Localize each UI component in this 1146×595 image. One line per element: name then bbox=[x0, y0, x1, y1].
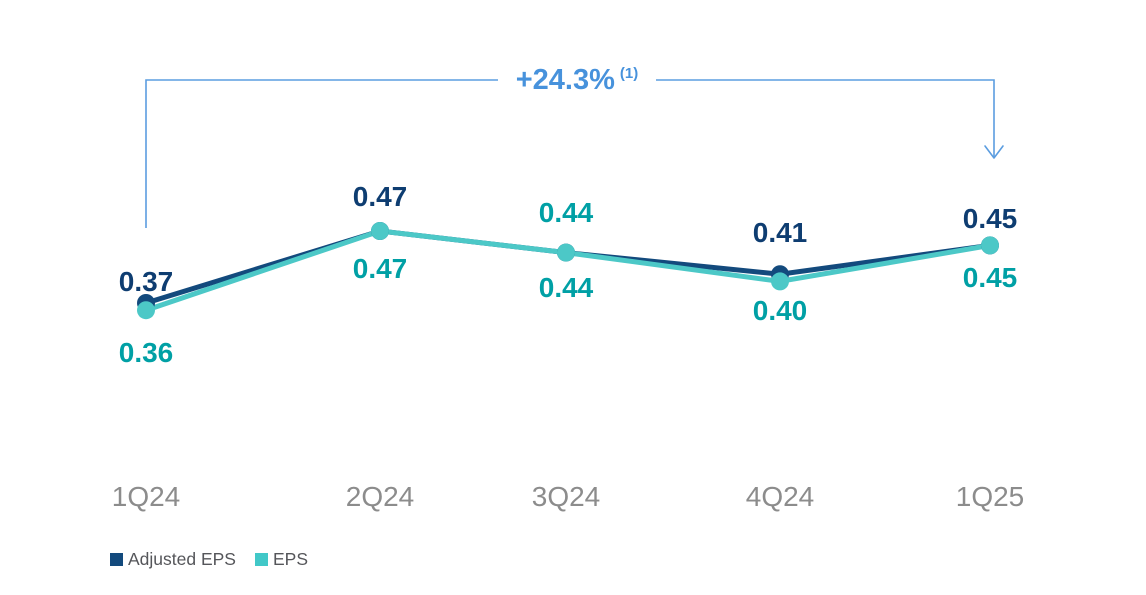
legend-item-eps: EPS bbox=[254, 549, 309, 570]
legend-label-adjusted-eps: Adjusted EPS bbox=[128, 549, 236, 569]
data-label-top: 0.47 bbox=[353, 181, 408, 212]
data-point-eps bbox=[557, 243, 575, 262]
x-axis-label: 4Q24 bbox=[746, 481, 815, 512]
legend: Adjusted EPS EPS bbox=[110, 549, 308, 570]
data-label-bottom: 0.36 bbox=[119, 337, 174, 368]
data-label-bottom: 0.45 bbox=[963, 262, 1018, 293]
data-label-bottom: 0.40 bbox=[753, 295, 808, 326]
data-label-top: 0.41 bbox=[753, 217, 808, 248]
data-label-bottom: 0.47 bbox=[353, 253, 408, 284]
footnote-marker-icon: (1) bbox=[619, 65, 639, 83]
bracket-right-line bbox=[656, 79, 995, 158]
data-label-top: 0.37 bbox=[119, 266, 174, 297]
x-axis-label: 1Q25 bbox=[956, 481, 1025, 512]
data-point-eps bbox=[137, 301, 155, 320]
x-axis-label: 3Q24 bbox=[532, 481, 601, 512]
bracket-left-line bbox=[145, 79, 498, 228]
data-point-eps bbox=[771, 272, 789, 291]
data-label-top: 0.44 bbox=[539, 197, 594, 228]
data-label-bottom: 0.44 bbox=[539, 272, 594, 303]
growth-annotation: +24.3% (1) bbox=[516, 66, 639, 95]
data-point-eps bbox=[371, 222, 389, 240]
legend-label-eps: EPS bbox=[272, 549, 309, 569]
growth-value: +24.3% bbox=[515, 64, 615, 96]
x-axis-label: 2Q24 bbox=[346, 481, 415, 512]
eps-swatch-icon bbox=[254, 553, 268, 566]
data-label-top: 0.45 bbox=[963, 203, 1018, 234]
data-point-eps bbox=[981, 236, 999, 255]
adjusted-eps-swatch-icon bbox=[110, 553, 123, 566]
x-axis-label: 1Q24 bbox=[112, 481, 181, 512]
arrow-down-icon bbox=[984, 145, 1004, 159]
legend-item-adjusted-eps: Adjusted EPS bbox=[110, 549, 236, 570]
